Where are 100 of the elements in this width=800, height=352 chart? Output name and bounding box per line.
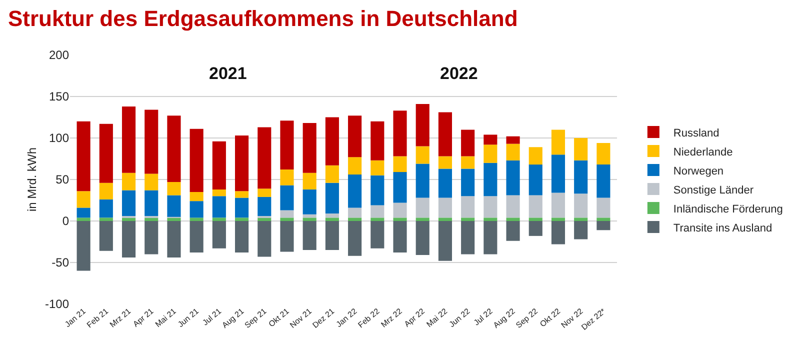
bar xyxy=(348,157,362,175)
bar xyxy=(348,221,362,256)
bar xyxy=(528,195,542,218)
bar xyxy=(596,198,610,218)
y-tick-label: 200 xyxy=(48,48,70,62)
bar xyxy=(99,218,113,221)
bar xyxy=(348,218,362,221)
bar xyxy=(574,218,588,221)
bar xyxy=(461,221,475,254)
bar xyxy=(484,218,498,221)
x-tick-label: Mai 21 xyxy=(154,306,178,330)
bar xyxy=(438,168,452,198)
bar xyxy=(528,218,542,221)
bar xyxy=(212,218,226,221)
bar xyxy=(370,175,384,206)
bar xyxy=(302,218,316,221)
bar xyxy=(122,221,136,258)
bar xyxy=(190,201,204,218)
y-tick-label: 150 xyxy=(48,90,70,104)
bar xyxy=(190,128,204,192)
bar xyxy=(235,218,249,221)
bar xyxy=(484,221,498,254)
bar xyxy=(596,221,610,230)
bar xyxy=(438,221,452,261)
bar xyxy=(302,123,316,173)
legend-label: Russland xyxy=(673,127,720,140)
y-tick-label: 50 xyxy=(56,172,70,187)
bar xyxy=(551,218,566,221)
bar xyxy=(461,156,475,169)
bar xyxy=(416,198,430,218)
bar xyxy=(506,136,520,144)
bar xyxy=(348,116,362,158)
bar xyxy=(76,121,90,192)
bar xyxy=(416,218,430,221)
bar xyxy=(280,210,294,218)
bar xyxy=(348,174,362,208)
bar xyxy=(574,194,588,218)
bar xyxy=(370,160,384,176)
bar xyxy=(280,170,294,186)
y-tick-label: -100 xyxy=(44,297,70,312)
bar xyxy=(528,221,542,236)
bar xyxy=(302,214,316,218)
bar xyxy=(393,172,407,203)
bar xyxy=(461,218,475,221)
x-tick-label: Okt 22 xyxy=(538,306,562,329)
x-tick-label: Mrz 21 xyxy=(108,306,134,330)
bar xyxy=(99,182,113,200)
bar xyxy=(235,136,249,192)
x-tick-label: Apr 21 xyxy=(131,306,156,329)
bar xyxy=(393,218,407,221)
bar xyxy=(190,221,204,253)
bar xyxy=(484,162,498,196)
bar xyxy=(212,221,226,248)
chart-title: Struktur des Erdgasaufkommens in Deutschland xyxy=(8,6,518,31)
bar xyxy=(325,165,339,183)
x-tick-label: Feb 21 xyxy=(85,306,110,330)
bar xyxy=(258,188,272,197)
bar xyxy=(325,182,339,214)
legend-label: Transite ins Ausland xyxy=(673,222,772,234)
bar xyxy=(280,185,294,210)
bar xyxy=(596,218,610,221)
bar xyxy=(167,116,181,182)
bar xyxy=(506,221,520,241)
bar xyxy=(416,221,430,256)
bar xyxy=(370,205,384,218)
legend-label: Inländische Förderung xyxy=(673,203,783,216)
bar xyxy=(438,112,452,156)
bar xyxy=(325,221,339,250)
bar xyxy=(235,198,249,218)
bar xyxy=(122,172,136,190)
bar xyxy=(144,218,158,221)
bar xyxy=(76,221,90,271)
bar xyxy=(280,221,294,252)
legend-label: Norwegen xyxy=(673,165,724,178)
bar xyxy=(212,141,226,190)
bar xyxy=(596,142,610,165)
bar xyxy=(144,110,158,174)
bar xyxy=(76,218,90,221)
bar xyxy=(325,117,339,166)
bar xyxy=(235,191,249,198)
bar xyxy=(280,120,294,170)
bar xyxy=(212,189,226,196)
bar xyxy=(235,221,249,253)
legend-label: Niederlande xyxy=(673,146,733,158)
bar xyxy=(99,199,113,218)
bar xyxy=(325,218,339,221)
bar xyxy=(370,221,384,248)
bar xyxy=(551,192,566,218)
bar xyxy=(596,164,610,198)
annotation: 2021 xyxy=(209,64,247,83)
y-tick-label: 0 xyxy=(62,214,70,228)
legend-label: Sonstige Länder xyxy=(673,184,754,196)
bar xyxy=(302,172,316,190)
bar xyxy=(506,144,520,160)
bar xyxy=(416,164,430,198)
bar xyxy=(551,154,566,193)
bar xyxy=(122,190,136,216)
x-tick-label: Mrz 22 xyxy=(379,306,404,330)
x-tick-label: Apr 22 xyxy=(402,306,427,329)
bar xyxy=(122,218,136,221)
